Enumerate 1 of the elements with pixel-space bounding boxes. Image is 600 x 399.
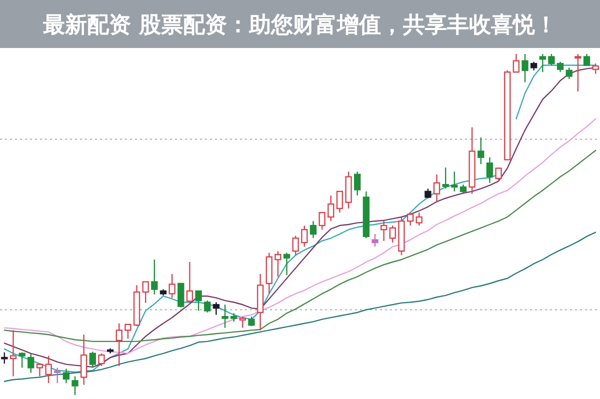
title: 最新配资 股票配资：助您财富增值，共享丰收喜悦！ <box>43 13 557 38</box>
